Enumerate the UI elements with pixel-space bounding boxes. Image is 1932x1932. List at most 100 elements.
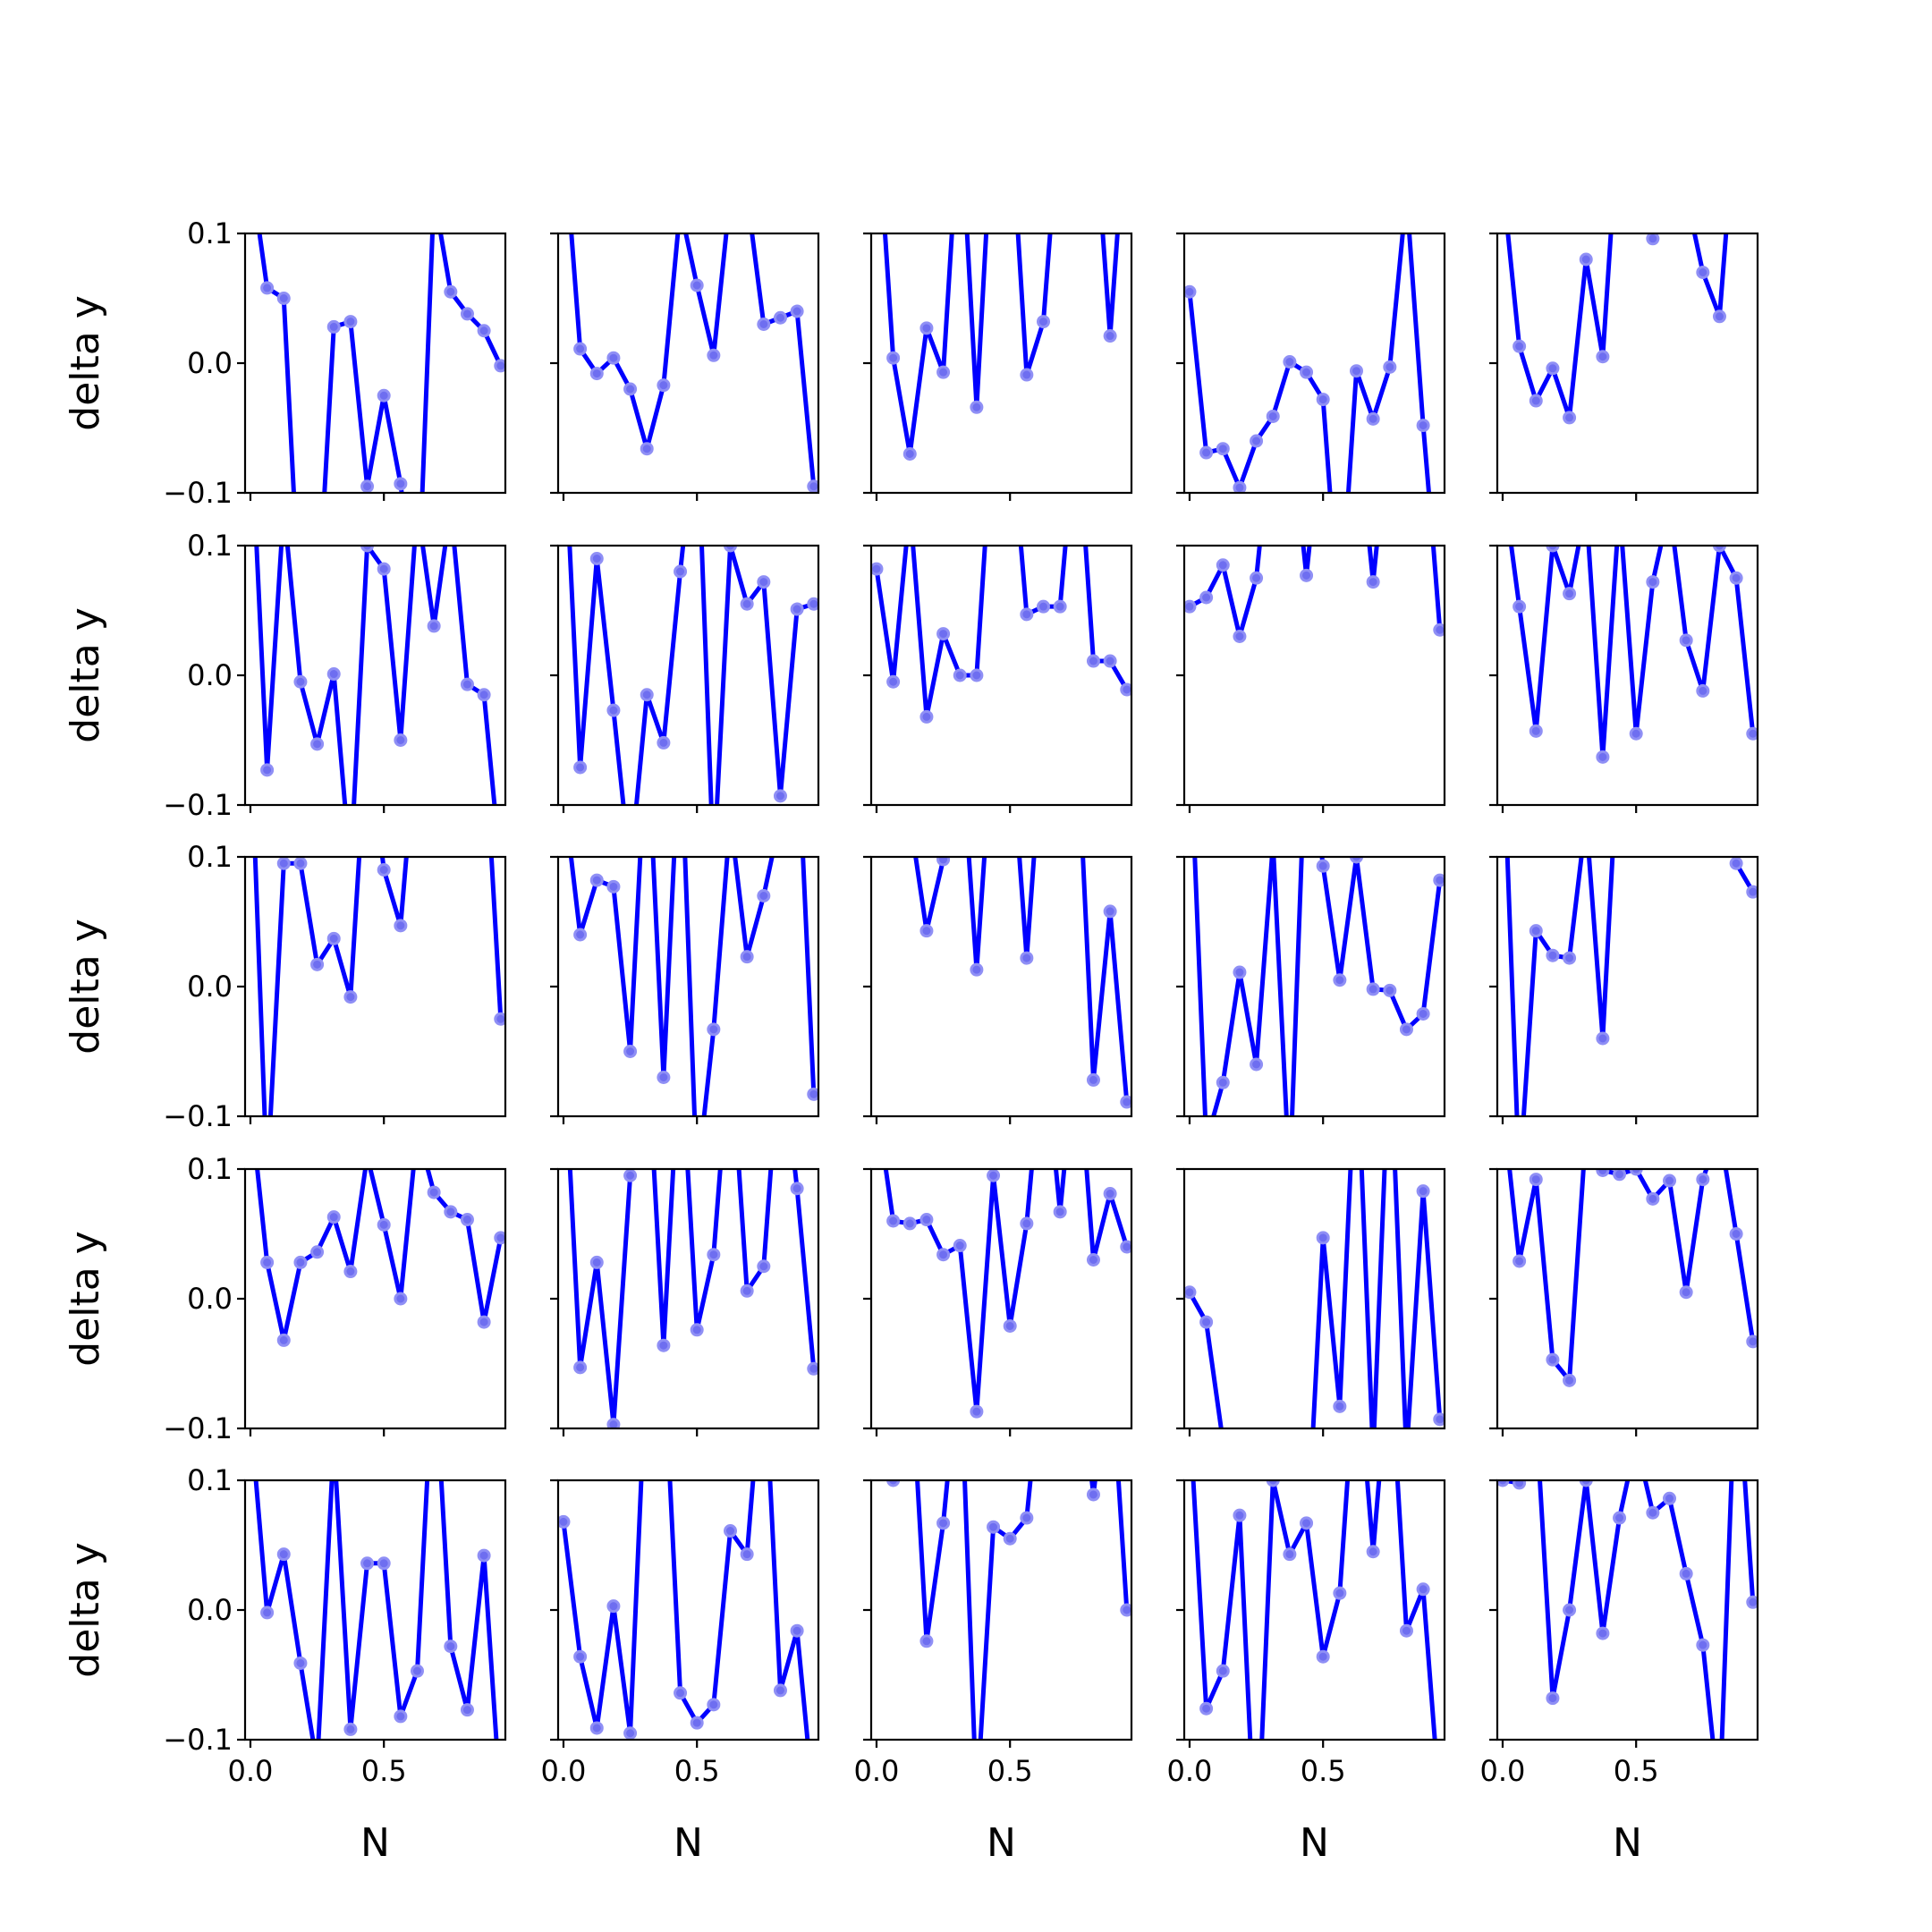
data-point: [276, 1547, 291, 1562]
data-point: [394, 1292, 408, 1306]
data-point: [1712, 309, 1726, 324]
plot-area: [1184, 546, 1445, 643]
data-point: [1383, 983, 1397, 997]
data-point: [953, 668, 967, 682]
plot-area: [567, 1169, 818, 1428]
plot-area: [253, 1480, 499, 1740]
data-point: [260, 763, 275, 777]
series-line: [561, 1480, 810, 1740]
data-point: [773, 789, 787, 803]
plot-area: [1184, 1169, 1445, 1428]
data-point: [1696, 1638, 1710, 1652]
y-tick-label: 0.0: [187, 970, 233, 1004]
series-line: [1192, 857, 1443, 1116]
data-point: [293, 674, 308, 689]
data-point: [1120, 1603, 1131, 1617]
data-point: [1563, 411, 1577, 425]
data-point: [589, 1255, 604, 1269]
data-point: [1020, 607, 1034, 622]
data-point: [1350, 857, 1364, 864]
data-point: [871, 562, 884, 576]
x-tick-label: 0.5: [361, 1754, 407, 1788]
data-point: [1366, 982, 1380, 996]
data-point: [589, 367, 604, 381]
data-point: [394, 477, 408, 491]
data-point: [1579, 252, 1593, 267]
data-point: [1497, 1480, 1510, 1487]
y-tick-label: 0.0: [187, 1282, 233, 1316]
data-point: [886, 351, 901, 365]
data-point: [1184, 599, 1197, 614]
data-point: [1613, 1511, 1627, 1525]
data-point: [936, 627, 951, 641]
data-point: [1199, 1315, 1214, 1329]
data-point: [1696, 1173, 1710, 1187]
data-point: [1199, 590, 1214, 605]
y-tick-label: 0.1: [187, 1152, 233, 1186]
x-axis-label: N: [987, 1820, 1016, 1866]
data-point: [1037, 599, 1051, 614]
subplot-r4-c1: −0.1 0.0 0.1 delta y: [63, 1152, 507, 1445]
series-line: [1504, 857, 1756, 1116]
data-point: [936, 1516, 951, 1530]
series-line: [891, 1480, 1130, 1740]
data-point: [1729, 571, 1743, 585]
subplot-r1-c4: [1176, 232, 1446, 501]
plot-area: [558, 1480, 810, 1740]
data-point: [1679, 633, 1693, 648]
data-point: [1513, 599, 1527, 614]
data-point: [494, 1231, 505, 1245]
series-line: [1187, 546, 1443, 639]
x-tick-label: 0.0: [1480, 1754, 1526, 1788]
series-line: [882, 233, 1120, 456]
data-point: [1120, 1240, 1131, 1254]
series-line: [1505, 233, 1729, 420]
series-line: [1507, 1169, 1756, 1383]
plot-area: [257, 233, 505, 493]
plot-area: [569, 233, 818, 493]
series-line: [1187, 1169, 1443, 1428]
data-point: [919, 1213, 934, 1227]
data-point: [953, 1239, 967, 1253]
data-point: [606, 879, 621, 894]
series-line: [1509, 546, 1756, 759]
data-point: [477, 324, 491, 338]
data-point: [757, 1259, 771, 1274]
data-point: [1086, 1253, 1100, 1267]
data-point: [1433, 1412, 1445, 1427]
data-point: [807, 1361, 818, 1376]
data-point: [1250, 434, 1264, 448]
data-point: [1316, 393, 1330, 407]
data-point: [377, 562, 391, 576]
subplot-r3-c5: [1489, 855, 1759, 1124]
data-point: [573, 928, 588, 942]
data-point: [377, 388, 391, 402]
data-point: [326, 1210, 341, 1224]
data-point: [1563, 1603, 1577, 1617]
data-point: [1316, 859, 1330, 873]
data-point: [970, 400, 984, 414]
plot-area: [1507, 1169, 1758, 1387]
data-point: [690, 1323, 704, 1337]
data-point: [1596, 1169, 1610, 1177]
data-point: [1283, 1547, 1297, 1562]
subplot-r5-c5: 0.0 0.5 N: [1480, 1479, 1759, 1866]
series-line: [252, 857, 504, 1116]
data-point: [343, 1265, 358, 1279]
data-point: [1020, 1216, 1034, 1231]
plot-area: [1184, 233, 1432, 493]
data-point: [1266, 1480, 1280, 1487]
data-point: [1103, 1187, 1117, 1201]
data-point: [606, 703, 621, 717]
data-point: [902, 1216, 917, 1231]
data-point: [1596, 1031, 1610, 1046]
plot-area: [883, 1169, 1131, 1419]
data-point: [1003, 1531, 1017, 1546]
data-point: [293, 1255, 308, 1269]
subplot-r4-c5: [1489, 1167, 1759, 1436]
data-point: [919, 321, 934, 335]
x-tick-label: 0.5: [674, 1754, 720, 1788]
x-tick-label: 0.0: [541, 1754, 587, 1788]
subplot-r3-c3: [863, 855, 1133, 1124]
